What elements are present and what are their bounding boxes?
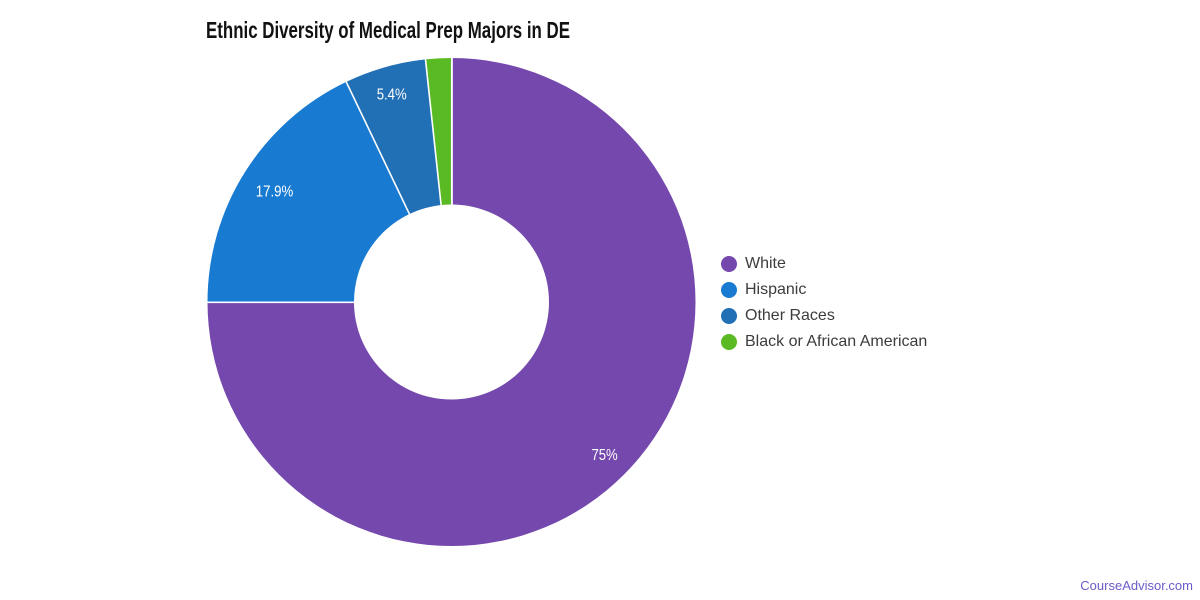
svg-text:17.9%: 17.9%: [256, 184, 294, 201]
svg-text:5.4%: 5.4%: [377, 87, 407, 104]
svg-text:75%: 75%: [591, 447, 617, 464]
